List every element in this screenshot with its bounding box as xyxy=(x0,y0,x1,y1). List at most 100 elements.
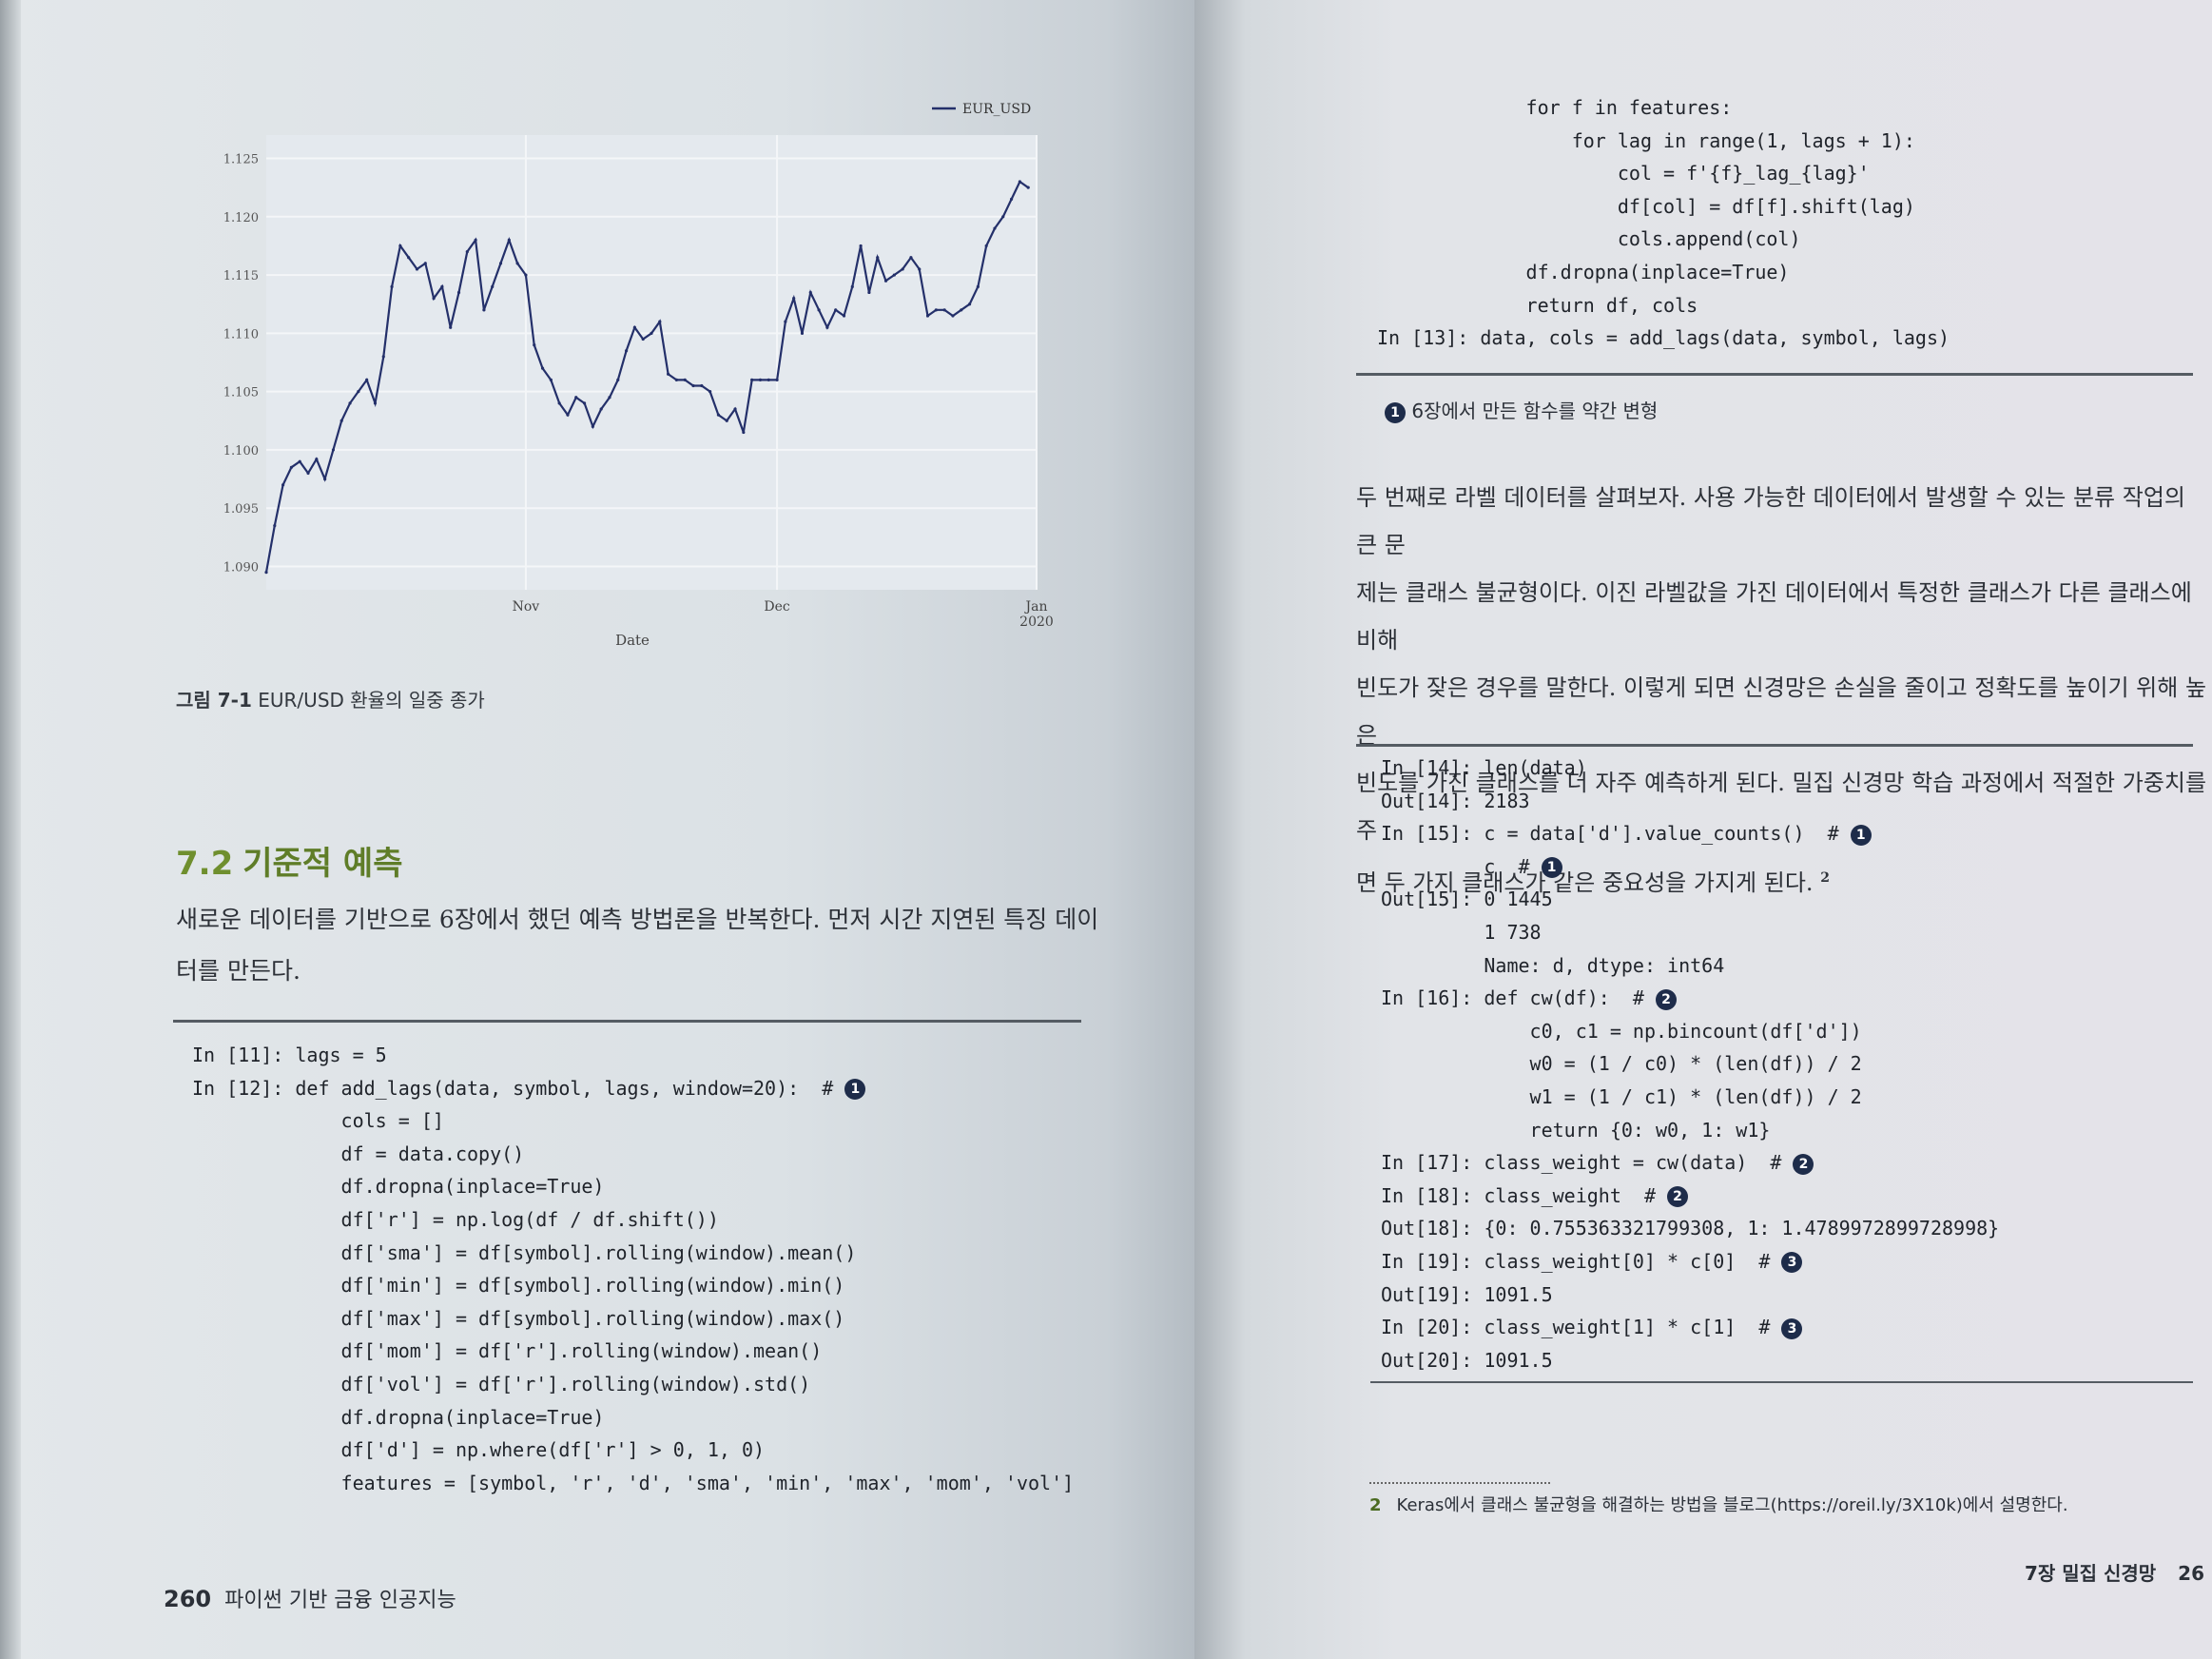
code-text: df['sma'] = df[symbol].rolling(window).m… xyxy=(192,1240,857,1264)
data-point xyxy=(357,390,360,394)
left-paragraph: 새로운 데이터를 기반으로 6장에서 했던 예측 방법론을 반복한다. 먼저 시… xyxy=(176,894,1098,997)
right-footer: 7장 밀집 신경망 26 xyxy=(2025,1558,2204,1586)
code-marker-2: 2 xyxy=(1667,1186,1689,1208)
page-number: 260 xyxy=(164,1586,212,1612)
code-text: col = f'{f}_lag_{lag}' xyxy=(1377,162,1870,185)
data-point xyxy=(825,325,829,329)
code-text: df['min'] = df[symbol].rolling(window).m… xyxy=(192,1274,845,1298)
code-line: col = f'{f}_lag_{lag}' xyxy=(1377,157,1950,190)
right-page: for f in features: for lag in range(1, l… xyxy=(1194,0,2212,1659)
code-line: In [12]: def add_lags(data, symbol, lags… xyxy=(192,1072,1074,1105)
code-line: In [15]: c = data['d'].value_counts() # … xyxy=(1381,817,1999,850)
y-tick-label: 1.100 xyxy=(223,444,259,459)
code-text: In [17]: class_weight = cw(data) # xyxy=(1381,1151,1794,1175)
code-text: for f in features: xyxy=(1377,96,1733,119)
paragraph-line: 터를 만든다. xyxy=(176,957,301,985)
data-point xyxy=(784,320,787,323)
data-point xyxy=(524,273,528,277)
code-text: df.dropna(inplace=True) xyxy=(192,1405,605,1429)
code-text: cols = [] xyxy=(192,1109,444,1133)
data-point xyxy=(951,314,955,318)
code-line: df[col] = df[f].shift(lag) xyxy=(1377,190,1950,224)
data-point xyxy=(808,290,812,295)
data-point xyxy=(817,308,821,312)
data-point xyxy=(608,396,611,400)
data-point xyxy=(264,571,268,575)
y-tick-label: 1.110 xyxy=(223,327,259,342)
section-heading: 7.2 기준적 예측 xyxy=(176,837,402,884)
paragraph-line: 빈도가 잦은 경우를 말한다. 이렇게 되면 신경망은 손실을 줄이고 정확도를… xyxy=(1356,674,2207,749)
data-point xyxy=(616,378,620,381)
code-text: In [15]: c = data['d'].value_counts() # xyxy=(1381,822,1851,846)
data-point xyxy=(800,331,805,335)
data-point xyxy=(365,378,369,381)
data-point xyxy=(298,459,301,463)
x-axis-label: Date xyxy=(615,632,650,649)
code-line: In [19]: class_weight[0] * c[0] # 3 xyxy=(1381,1245,1999,1278)
code-line: c # 1 xyxy=(1381,850,1999,884)
code-marker-2: 2 xyxy=(1655,988,1677,1010)
data-point xyxy=(683,378,687,381)
code-text: In [14]: len(data) xyxy=(1381,756,1587,779)
data-point xyxy=(315,458,319,461)
left-page: 1.090 1.095 1.100 1.105 1.110 1.115 1.120 1.125… xyxy=(0,0,1203,1659)
data-point xyxy=(876,256,880,260)
data-point xyxy=(792,296,796,301)
footnote-text: Keras에서 클래스 불균형을 해결하는 방법을 블로그(https://or… xyxy=(1396,1495,2068,1515)
data-point xyxy=(842,314,846,318)
figure-caption: 그림 7-1 EUR/USD 환율의 일중 종가 xyxy=(176,685,485,712)
code-rule-end xyxy=(1370,1381,2193,1383)
code-line: Name: d, dtype: int64 xyxy=(1381,949,1999,983)
code-text: cols.append(col) xyxy=(1377,227,1801,251)
data-point xyxy=(381,355,385,359)
y-tick-label: 1.095 xyxy=(223,502,259,517)
footnote: 2 Keras에서 클래스 불균형을 해결하는 방법을 블로그(https://o… xyxy=(1369,1492,2068,1516)
data-point xyxy=(449,325,453,329)
data-point xyxy=(976,284,980,288)
legend-label: EUR_USD xyxy=(962,102,1031,117)
data-point xyxy=(942,308,946,312)
data-point xyxy=(742,430,746,435)
code-line: In [13]: data, cols = add_lags(data, sym… xyxy=(1377,322,1950,355)
data-point xyxy=(323,477,327,481)
code-line: return {0: w0, 1: w1} xyxy=(1381,1114,1999,1147)
plot-area xyxy=(266,135,1037,590)
code-line: return df, cols xyxy=(1377,289,1950,322)
data-point xyxy=(432,296,436,301)
code-line: df['vol'] = df['r'].rolling(window).std(… xyxy=(192,1368,1074,1401)
code-line: In [20]: class_weight[1] * c[1] # 3 xyxy=(1381,1311,1999,1344)
code-note-1: 1 6장에서 만든 함수를 약간 변형 xyxy=(1385,396,1658,423)
y-tick-label: 1.105 xyxy=(223,386,259,400)
book-title: 파이썬 기반 금융 인공지능 xyxy=(224,1589,456,1612)
data-point xyxy=(918,267,922,271)
footnote-reference[interactable]: 2 xyxy=(1820,870,1830,886)
data-point xyxy=(348,401,352,405)
data-point xyxy=(883,279,888,283)
right-code-top: for f in features: for lag in range(1, l… xyxy=(1377,91,1950,355)
data-point xyxy=(340,419,343,422)
code-line: In [17]: class_weight = cw(data) # 2 xyxy=(1381,1146,1999,1180)
code-line: df['r'] = np.log(df / df.shift()) xyxy=(192,1203,1074,1237)
code-line: c0, c1 = np.bincount(df['d']) xyxy=(1381,1015,1999,1048)
data-point xyxy=(533,343,536,347)
code-marker-3: 3 xyxy=(1781,1317,1803,1339)
code-rule xyxy=(173,1020,1081,1023)
data-point xyxy=(482,308,486,312)
data-point xyxy=(708,390,712,394)
data-point xyxy=(373,401,378,405)
right-paragraph: 두 번째로 라벨 데이터를 살펴보자. 사용 가능한 데이터에서 발생할 수 있… xyxy=(1356,474,2212,907)
data-point xyxy=(507,238,511,242)
code-text: df['d'] = np.where(df['r'] > 0, 1, 0) xyxy=(192,1438,766,1462)
data-point xyxy=(834,308,838,312)
data-point xyxy=(700,383,704,388)
code-text: Name: d, dtype: int64 xyxy=(1381,953,1725,977)
code-line: w1 = (1 / c1) * (len(df)) / 2 xyxy=(1381,1081,1999,1114)
code-line: In [16]: def cw(df): # 2 xyxy=(1381,982,1999,1015)
code-rule-top xyxy=(1356,373,2193,376)
code-text: In [19]: class_weight[0] * c[0] # xyxy=(1381,1249,1782,1273)
data-point xyxy=(281,483,285,487)
code-line: w0 = (1 / c0) * (len(df)) / 2 xyxy=(1381,1047,1999,1081)
paragraph-line: 새로운 데이터를 기반으로 6장에서 했던 예측 방법론을 반복한다. 먼저 시… xyxy=(176,906,1099,933)
code-line: In [14]: len(data) xyxy=(1381,751,1999,785)
data-point xyxy=(465,249,469,254)
